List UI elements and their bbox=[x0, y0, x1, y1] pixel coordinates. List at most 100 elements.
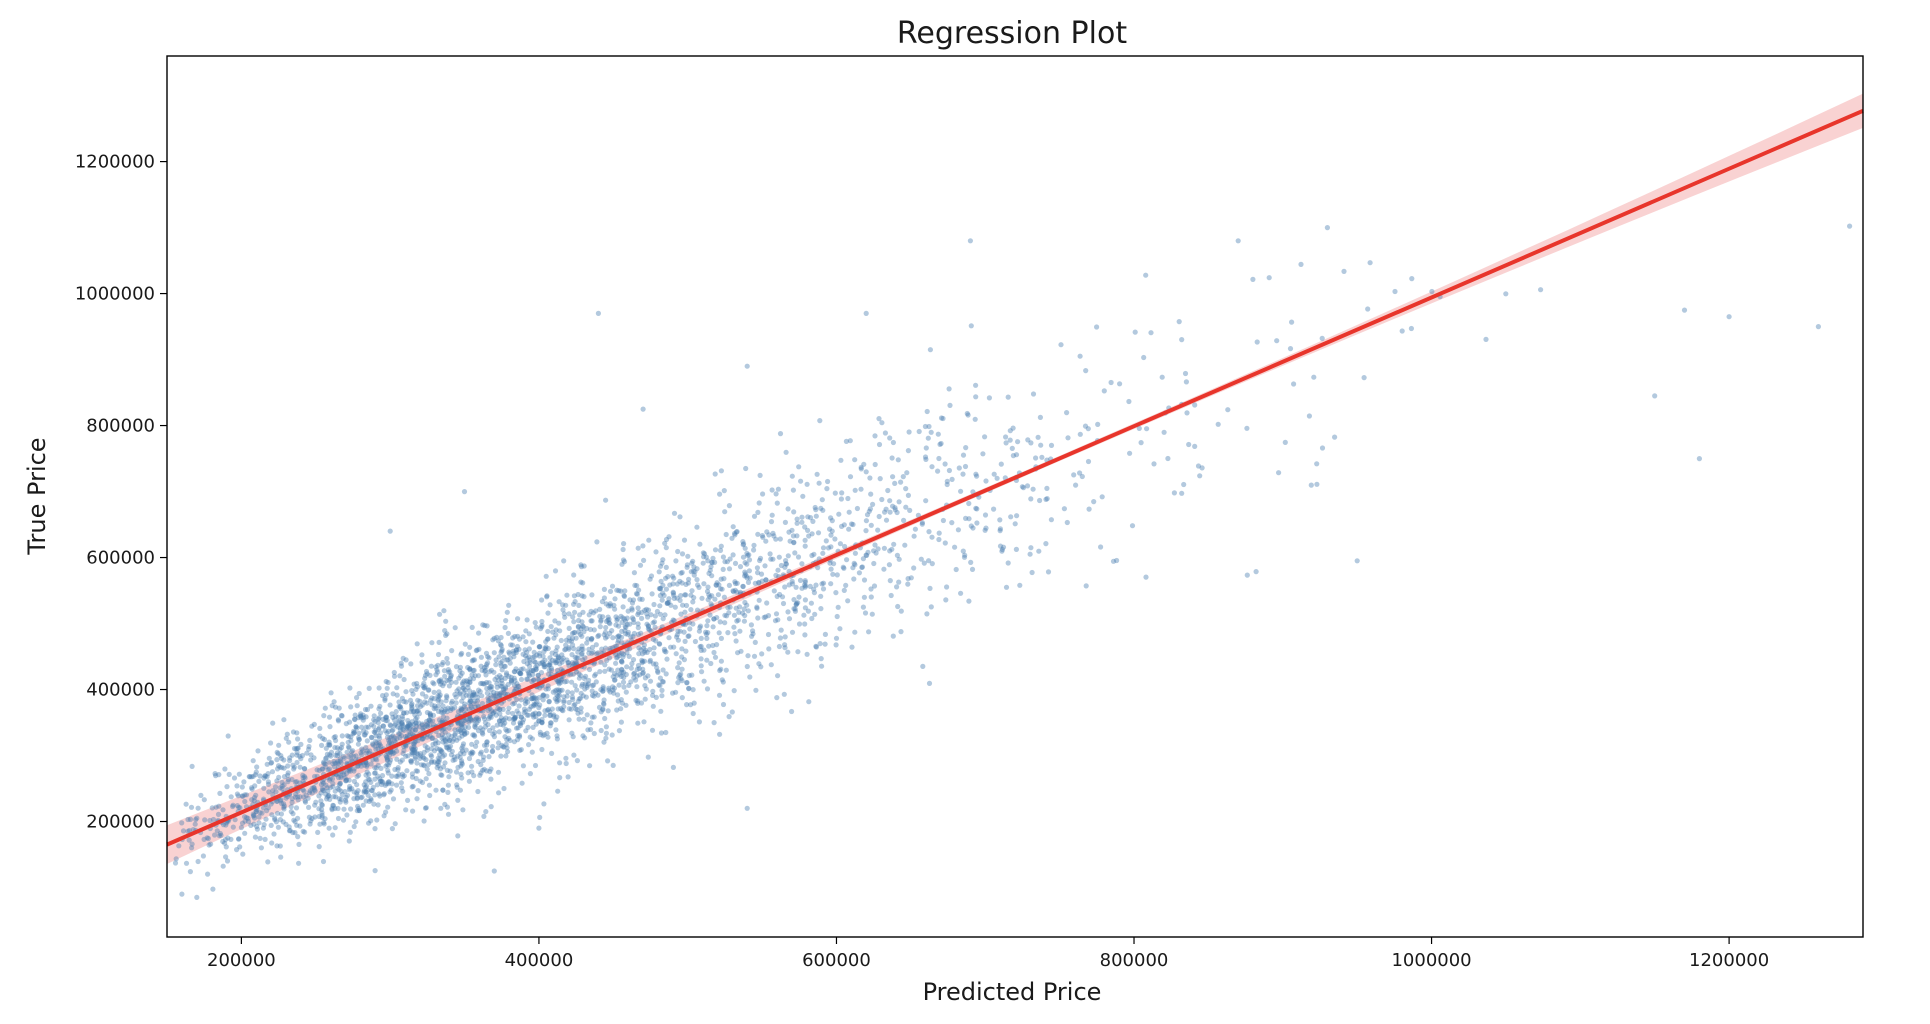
data-point bbox=[745, 653, 751, 659]
data-point bbox=[721, 488, 727, 494]
data-point bbox=[545, 628, 551, 635]
data-point bbox=[571, 752, 577, 758]
data-point bbox=[1161, 429, 1167, 435]
data-point bbox=[486, 697, 492, 704]
data-point bbox=[887, 435, 893, 441]
data-point bbox=[813, 644, 820, 650]
data-point bbox=[578, 705, 584, 711]
data-point bbox=[817, 641, 823, 647]
data-point bbox=[763, 614, 769, 620]
data-point bbox=[274, 778, 280, 784]
data-point bbox=[444, 693, 450, 699]
data-point bbox=[277, 817, 283, 823]
data-point bbox=[998, 461, 1004, 467]
data-point bbox=[439, 662, 445, 668]
data-point bbox=[487, 696, 493, 702]
data-point bbox=[657, 683, 663, 689]
data-point bbox=[863, 528, 869, 534]
data-point bbox=[691, 564, 697, 570]
data-point bbox=[269, 769, 276, 775]
data-point bbox=[306, 814, 312, 820]
data-point bbox=[531, 649, 537, 655]
data-point bbox=[536, 705, 542, 711]
data-point bbox=[465, 664, 471, 671]
data-point bbox=[665, 600, 671, 607]
data-point bbox=[527, 659, 533, 665]
data-point bbox=[409, 688, 415, 694]
data-point bbox=[1319, 335, 1325, 341]
data-point bbox=[579, 683, 585, 689]
data-point bbox=[535, 677, 541, 683]
data-point bbox=[659, 687, 665, 694]
data-point bbox=[378, 765, 384, 772]
data-point bbox=[377, 776, 383, 782]
data-point bbox=[620, 679, 627, 685]
data-point bbox=[646, 537, 652, 543]
data-point bbox=[782, 645, 788, 651]
data-point bbox=[584, 682, 590, 689]
data-point bbox=[544, 707, 551, 713]
data-point bbox=[731, 688, 737, 694]
data-point bbox=[461, 690, 467, 696]
data-point bbox=[441, 734, 447, 741]
data-point bbox=[226, 771, 232, 778]
data-point bbox=[721, 594, 728, 600]
x-tick-label: 800000 bbox=[1100, 950, 1169, 971]
data-point bbox=[835, 604, 841, 610]
data-point bbox=[317, 733, 323, 739]
data-point bbox=[283, 795, 289, 801]
data-point bbox=[502, 663, 508, 670]
data-point bbox=[441, 680, 447, 686]
data-point bbox=[581, 675, 587, 682]
data-point bbox=[265, 859, 271, 865]
data-point bbox=[558, 637, 564, 644]
data-point bbox=[380, 723, 387, 729]
data-point bbox=[379, 779, 385, 785]
data-point bbox=[251, 812, 257, 819]
data-point bbox=[274, 810, 281, 816]
data-point bbox=[466, 719, 472, 726]
data-point bbox=[722, 559, 728, 565]
data-point bbox=[999, 548, 1005, 554]
data-point bbox=[482, 724, 488, 730]
data-point bbox=[578, 626, 584, 632]
data-point bbox=[607, 588, 614, 595]
data-point bbox=[560, 607, 566, 613]
data-point bbox=[377, 725, 383, 731]
data-point bbox=[273, 789, 279, 795]
data-point bbox=[576, 716, 582, 722]
data-point bbox=[718, 666, 724, 672]
data-point bbox=[1043, 496, 1049, 502]
data-point bbox=[556, 697, 562, 703]
data-point bbox=[1847, 223, 1853, 229]
data-point bbox=[187, 816, 194, 823]
data-point bbox=[415, 788, 421, 794]
data-point bbox=[961, 554, 968, 560]
data-point bbox=[253, 808, 259, 815]
data-point bbox=[185, 828, 191, 834]
data-point bbox=[678, 671, 684, 677]
data-point bbox=[437, 692, 443, 698]
data-point bbox=[502, 624, 508, 631]
data-point bbox=[605, 617, 611, 623]
data-point bbox=[504, 745, 510, 751]
data-point bbox=[489, 684, 495, 690]
data-point bbox=[650, 703, 656, 709]
data-point bbox=[343, 777, 349, 784]
data-point bbox=[290, 729, 297, 735]
data-point bbox=[1009, 445, 1015, 451]
data-point bbox=[688, 569, 694, 575]
data-point bbox=[580, 657, 586, 663]
data-point bbox=[564, 678, 570, 685]
data-point bbox=[698, 647, 704, 654]
data-point bbox=[671, 618, 677, 624]
data-point bbox=[456, 675, 462, 681]
data-point bbox=[424, 734, 430, 740]
data-point bbox=[769, 487, 775, 493]
data-point bbox=[473, 716, 479, 722]
data-point bbox=[435, 708, 442, 715]
data-point bbox=[838, 496, 845, 502]
data-point bbox=[539, 622, 545, 628]
data-point bbox=[461, 718, 467, 724]
data-point bbox=[1008, 514, 1014, 520]
